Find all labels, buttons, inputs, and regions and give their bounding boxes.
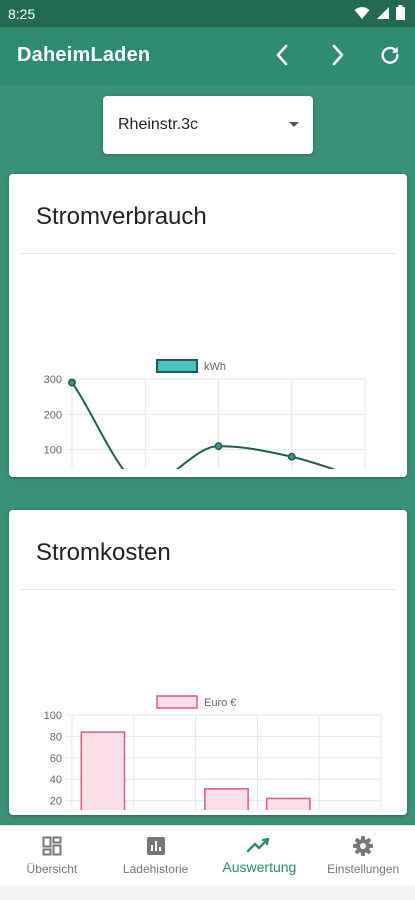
nav-label-einstellungen: Einstellungen [327,862,400,876]
nav-label-ladehistorie: Ladehistorie [122,862,189,876]
gear-icon [353,836,374,856]
y-tick-label: 40 [50,774,62,786]
nav-label-uebersicht: Übersicht [26,862,78,876]
bar [204,788,249,810]
station-select[interactable]: Rheinstr.3c [103,96,313,154]
consumption-card-divider [20,253,396,254]
system-nav-bar [0,885,415,900]
bottom-navigation: Übersicht Ladehistorie Auswertung [0,825,415,885]
previous-button[interactable] [264,37,300,73]
nav-item-auswertung[interactable]: Auswertung [208,826,312,885]
chevron-left-icon [276,44,288,66]
cost-card-title: Stromkosten [36,539,171,566]
y-tick-label: 300 [44,374,62,386]
nav-item-uebersicht[interactable]: Übersicht [0,826,104,885]
series-line [71,381,337,469]
battery-icon [396,5,405,20]
trending-up-icon [247,837,270,853]
status-icons [354,5,405,20]
legend-swatch [156,359,198,373]
consumption-card-title: Stromverbrauch [36,203,207,230]
dropdown-caret-icon [289,122,299,127]
y-tick-label: 20 [50,796,62,808]
status-bar: 8:25 [0,0,415,27]
nav-item-ladehistorie[interactable]: Ladehistorie [104,826,208,885]
app-bar: DaheimLaden [0,27,415,85]
y-tick-label: 100 [44,445,62,457]
nav-label-auswertung: Auswertung [222,859,297,875]
y-tick-label: 60 [50,753,62,765]
cost-card: Stromkosten 020406080100JanFebMarAprMayE… [9,510,407,815]
cost-card-divider [20,589,396,590]
dashboard-icon [42,836,62,856]
legend-label: Euro € [204,697,236,709]
legend-swatch [156,695,198,709]
app-title: DaheimLaden [17,44,151,66]
next-button[interactable] [320,37,356,73]
refresh-icon [381,46,399,64]
bar [265,797,311,810]
consumption-chart: 0100200300JanFebMarAprMaykWh [44,359,366,469]
cost-chart: 020406080100JanFebMarAprMayEuro € [44,695,382,810]
signal-icon [377,6,389,19]
station-select-value: Rheinstr.3c [118,116,199,133]
chevron-right-icon [332,44,344,66]
data-point [214,442,223,451]
status-time: 8:25 [8,6,36,22]
content-area: Rheinstr.3c Stromverbrauch 0100200300Jan… [0,85,415,825]
refresh-button[interactable] [372,37,408,73]
legend-label: kWh [204,361,226,373]
wifi-icon [354,6,370,19]
data-point [68,378,76,387]
data-point [287,452,296,461]
y-tick-label: 200 [44,409,62,421]
consumption-card: Stromverbrauch 0100200300JanFebMarAprMay… [9,174,407,477]
y-tick-label: 80 [50,731,62,743]
bar [80,731,126,810]
nav-item-einstellungen[interactable]: Einstellungen [311,826,415,885]
y-tick-label: 100 [44,710,62,722]
bar-chart-icon [146,837,165,855]
